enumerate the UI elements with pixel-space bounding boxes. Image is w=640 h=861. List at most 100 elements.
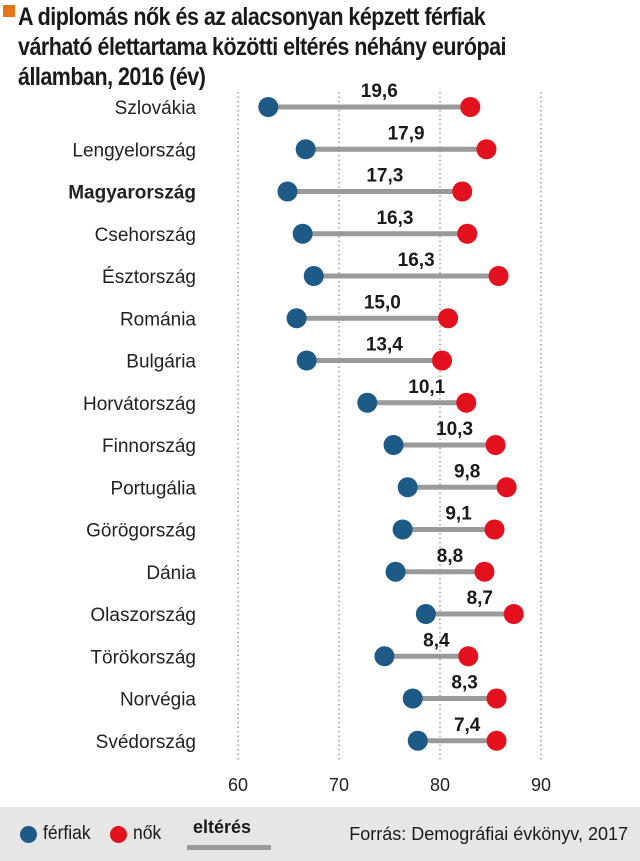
category-label: Finnország: [102, 436, 196, 457]
women-point: [486, 730, 507, 751]
row-3: Csehország 16,3: [95, 208, 478, 246]
men-point: [407, 730, 428, 751]
legend-swatch-men: [20, 825, 37, 843]
men-point: [402, 688, 423, 709]
difference-value-label: 16,3: [376, 208, 413, 229]
difference-value-label: 7,4: [454, 715, 481, 736]
men-point: [303, 266, 324, 286]
difference-value-label: 16,3: [398, 250, 435, 271]
row-12: Olaszország 8,7: [90, 588, 524, 626]
men-point: [277, 181, 298, 202]
title-marker-square: [3, 5, 15, 17]
row-5: Románia 15,0: [120, 292, 459, 330]
men-point: [385, 561, 406, 582]
row-14: Norvégia 8,3: [120, 673, 507, 711]
difference-value-label: 8,8: [437, 546, 463, 567]
men-point: [392, 519, 413, 540]
women-point: [476, 139, 497, 160]
grid-layer: [237, 92, 542, 762]
x-tick-label-80: 80: [430, 775, 450, 795]
category-label: Szlovákia: [115, 98, 197, 119]
women-point: [485, 435, 506, 455]
women-point: [474, 561, 495, 582]
legend-item-difference: eltérés: [187, 817, 271, 857]
category-label: Horvátország: [83, 394, 196, 415]
women-point: [488, 266, 509, 286]
category-label: Bulgária: [126, 352, 196, 373]
men-point: [292, 223, 313, 244]
women-point: [486, 688, 507, 709]
difference-value-label: 9,8: [454, 461, 480, 482]
difference-value-label: 8,4: [423, 630, 450, 651]
difference-value-label: 9,1: [445, 504, 472, 525]
difference-value-label: 8,3: [451, 673, 477, 694]
rows-layer: Szlovákia 19,6 Lengyelország 17,9 Magyarorsz…: [68, 81, 524, 753]
title-block: A diplomás nők és az alacsonyan képzett …: [0, 0, 640, 100]
row-1: Lengyelország 17,9: [72, 123, 497, 161]
women-point: [496, 477, 517, 498]
legend-item-women: nők: [110, 807, 164, 861]
row-15: Svédország 7,4: [96, 715, 507, 753]
men-point: [296, 350, 317, 371]
women-point: [503, 604, 524, 624]
difference-value-label: 15,0: [364, 292, 401, 313]
men-point: [357, 392, 378, 413]
category-label: Portugália: [110, 478, 196, 499]
women-point: [460, 97, 481, 117]
row-7: Horvátország 10,1: [83, 377, 477, 415]
row-4: Észtország 16,3: [102, 250, 509, 288]
row-11: Dánia 8,8: [146, 546, 495, 584]
row-0: Szlovákia 19,6: [115, 81, 481, 119]
category-label: Észtország: [102, 267, 196, 288]
legend-label-men: férfiak: [43, 823, 91, 844]
men-point: [258, 97, 279, 117]
men-point: [286, 308, 307, 329]
women-point: [458, 646, 479, 667]
row-9: Portugália 9,8: [110, 461, 517, 499]
category-label: Törökország: [90, 647, 196, 668]
difference-value-label: 17,9: [388, 123, 425, 144]
x-axis-ticks: 60 70 80 90: [228, 775, 551, 795]
men-point: [295, 139, 316, 160]
category-label: Magyarország: [68, 183, 196, 204]
difference-value-label: 17,3: [366, 166, 403, 187]
legend-swatch-women: [110, 825, 127, 843]
difference-value-label: 8,7: [467, 588, 493, 609]
chart-title: A diplomás nők és az alacsonyan képzett …: [18, 3, 506, 91]
legend-swatch-difference: [187, 845, 271, 850]
x-tick-label-90: 90: [531, 775, 551, 795]
row-2: Magyarország 17,3: [68, 166, 473, 204]
difference-value-label: 19,6: [361, 81, 398, 102]
men-point: [415, 604, 436, 624]
row-13: Törökország 8,4: [90, 630, 479, 668]
women-point: [457, 223, 478, 244]
x-tick-label-60: 60: [228, 775, 248, 795]
women-point: [456, 392, 477, 413]
row-10: Görögország 9,1: [86, 504, 505, 542]
women-point: [432, 350, 453, 371]
legend-bar: férfiak nők eltérés Forrás: Demográfiai …: [0, 807, 640, 861]
category-label: Olaszország: [90, 605, 196, 626]
legend-label-women: nők: [133, 823, 162, 844]
category-label: Dánia: [146, 563, 196, 584]
legend-label-difference: eltérés: [193, 817, 252, 837]
men-point: [397, 477, 418, 498]
category-label: Norvégia: [120, 690, 196, 711]
men-point: [374, 646, 395, 667]
men-point: [383, 435, 404, 455]
women-point: [438, 308, 459, 329]
difference-value-label: 10,1: [408, 377, 445, 398]
chart-plot: 60 70 80 90 Szlovákia 19,6 Lengyelország 17,9 M…: [68, 81, 551, 795]
category-label: Lengyelország: [72, 140, 196, 161]
difference-value-label: 13,4: [366, 335, 403, 356]
legend-item-men: férfiak: [20, 807, 95, 861]
source-note: Forrás: Demográfiai évkönyv, 2017: [349, 824, 628, 844]
row-6: Bulgária 13,4: [126, 335, 453, 373]
category-label: Görögország: [86, 521, 196, 542]
x-tick-label-70: 70: [329, 775, 349, 795]
row-8: Finnország 10,3: [102, 419, 506, 457]
category-label: Svédország: [96, 732, 196, 753]
category-label: Csehország: [95, 225, 196, 246]
difference-value-label: 10,3: [436, 419, 473, 440]
women-point: [484, 519, 505, 540]
